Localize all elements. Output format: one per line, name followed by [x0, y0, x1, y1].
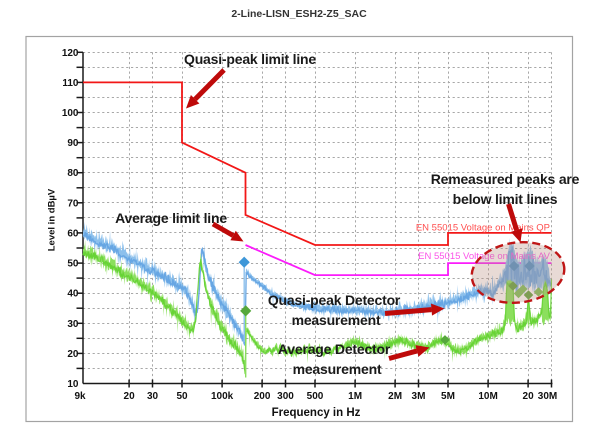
svg-text:below limit lines: below limit lines [453, 191, 558, 207]
svg-text:100k: 100k [211, 391, 234, 402]
svg-text:10M: 10M [478, 391, 497, 402]
svg-text:20: 20 [67, 349, 79, 360]
svg-text:50: 50 [67, 259, 79, 270]
svg-text:20: 20 [523, 391, 535, 402]
svg-text:30M: 30M [538, 391, 557, 402]
svg-text:Average Detector: Average Detector [278, 341, 391, 357]
svg-text:30: 30 [147, 391, 159, 402]
svg-text:120: 120 [62, 48, 79, 59]
svg-text:Frequency in Hz: Frequency in Hz [272, 407, 361, 419]
svg-text:30: 30 [67, 319, 79, 330]
svg-text:EN 55015 Voltage on Mains AV: EN 55015 Voltage on Mains AV [418, 251, 551, 262]
svg-text:2M: 2M [388, 391, 402, 402]
svg-text:200: 200 [254, 391, 271, 402]
svg-text:50: 50 [176, 391, 188, 402]
svg-text:90: 90 [67, 138, 79, 149]
svg-text:60: 60 [67, 228, 79, 239]
svg-text:measurement: measurement [293, 361, 382, 377]
svg-text:3M: 3M [412, 391, 426, 402]
svg-text:5M: 5M [441, 391, 455, 402]
svg-text:measurement: measurement [292, 312, 381, 328]
svg-text:70: 70 [67, 198, 79, 209]
svg-text:1M: 1M [348, 391, 362, 402]
svg-text:80: 80 [67, 168, 79, 179]
svg-text:300: 300 [277, 391, 294, 402]
svg-text:EN 55015 Voltage on Mains QP: EN 55015 Voltage on Mains QP [416, 223, 550, 234]
svg-text:9k: 9k [74, 391, 86, 402]
svg-text:110: 110 [62, 78, 79, 89]
svg-text:Remeasured peaks are: Remeasured peaks are [431, 171, 580, 187]
svg-text:40: 40 [67, 289, 79, 300]
svg-text:Level in dBµV: Level in dBµV [47, 188, 58, 251]
svg-text:100: 100 [62, 108, 79, 119]
svg-text:10: 10 [67, 379, 79, 390]
svg-text:20: 20 [124, 391, 136, 402]
svg-text:2-Line-LISN_ESH2-Z5_SAC: 2-Line-LISN_ESH2-Z5_SAC [231, 8, 367, 20]
svg-text:500: 500 [307, 391, 324, 402]
svg-text:Quasi-peak Detector: Quasi-peak Detector [268, 292, 401, 308]
svg-text:Quasi-peak limit line: Quasi-peak limit line [184, 51, 316, 67]
svg-text:Average limit line: Average limit line [115, 210, 227, 226]
